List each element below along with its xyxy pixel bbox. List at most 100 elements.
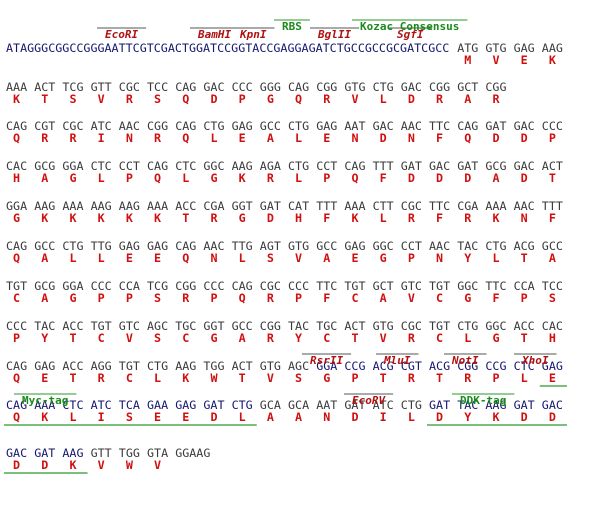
amino-acid: P [126, 171, 133, 185]
amino-acid: D [521, 131, 528, 145]
amino-acid: C [436, 291, 443, 305]
amino-acid: C [351, 291, 358, 305]
codon: ATC [91, 119, 112, 133]
codon: GAG [34, 359, 55, 373]
codon: TTT [316, 199, 337, 213]
amino-acid: K [41, 211, 48, 225]
codon: TTC [429, 199, 450, 213]
restriction-site: MluI [383, 354, 411, 367]
amino-acid: G [13, 211, 20, 225]
amino-acid: Q [13, 371, 20, 385]
restriction-site: SgfI [397, 28, 424, 41]
codon: CGC [62, 119, 83, 133]
amino-acid: N [436, 251, 443, 265]
amino-acid: A [41, 251, 48, 265]
amino-acid: R [267, 331, 275, 345]
amino-acid: R [464, 211, 472, 225]
codon: ACC [175, 199, 196, 213]
codon: TGT [6, 279, 27, 293]
amino-acid: T [351, 331, 358, 345]
amino-acid: T [521, 331, 528, 345]
codon: TTC [429, 119, 450, 133]
codon: TAC [457, 239, 478, 253]
codon: CTG [457, 319, 478, 333]
amino-acid: E [351, 251, 358, 265]
amino-acid: L [295, 131, 302, 145]
amino-acid: A [492, 171, 499, 185]
codon: GAC [542, 398, 563, 412]
codon: CGC [260, 279, 281, 293]
codon: CGC [401, 199, 422, 213]
amino-acid: D [41, 458, 48, 472]
codon: GAC [373, 119, 394, 133]
amino-acid: T [380, 371, 387, 385]
amino-acid: D [351, 410, 358, 424]
codon: CCA [514, 279, 535, 293]
codon: TTT [373, 159, 394, 173]
codon: GCC [542, 239, 563, 253]
amino-acid: T [69, 371, 76, 385]
amino-acid: K [182, 371, 189, 385]
amino-acid: L [239, 410, 246, 424]
amino-acid: G [267, 92, 274, 106]
amino-acid: K [69, 458, 76, 472]
codon: GCC [316, 239, 337, 253]
amino-acid: S [549, 291, 556, 305]
codon: TGG [119, 446, 140, 460]
amino-acid: Y [295, 331, 302, 345]
amino-acid: V [267, 371, 274, 385]
codon: GAT [203, 398, 224, 412]
codon: TGT [429, 319, 450, 333]
codon: GGC [457, 279, 478, 293]
codon: CCT [316, 159, 337, 173]
amino-acid: R [492, 92, 500, 106]
amino-acid: V [98, 458, 105, 472]
codon: GAG [542, 359, 563, 373]
codon: CCC [288, 279, 309, 293]
amino-acid: N [408, 131, 415, 145]
amino-acid: L [464, 331, 471, 345]
amino-acid: R [69, 131, 77, 145]
amino-acid: P [98, 291, 105, 305]
codon: GAC [514, 159, 535, 173]
codon: CAC [542, 319, 563, 333]
codon: GTG [485, 41, 506, 55]
amino-acid: A [267, 131, 274, 145]
codon: GCT [457, 80, 478, 94]
codon: GAG [514, 41, 535, 55]
amino-acid: K [13, 92, 20, 106]
amino-acid: A [380, 291, 387, 305]
codon: CAG [175, 80, 196, 94]
codon: CTG [62, 239, 83, 253]
amino-acid: P [13, 331, 20, 345]
codon: GTT [91, 80, 112, 94]
codon: GAG [316, 119, 337, 133]
amino-acid: K [492, 211, 499, 225]
amino-acid: E [126, 251, 133, 265]
codon: CTG [203, 119, 224, 133]
codon: CTG [288, 119, 309, 133]
codon: TAC [457, 398, 478, 412]
amino-acid: E [154, 251, 161, 265]
codon: CTG [147, 359, 168, 373]
codon: CCA [119, 279, 140, 293]
amino-acid: T [549, 171, 556, 185]
codon: CGT [401, 359, 422, 373]
feature-label: Kozac Consensus [360, 20, 459, 33]
amino-acid: G [69, 291, 76, 305]
codon: TCC [147, 80, 168, 94]
amino-acid: V [154, 458, 161, 472]
amino-acid: I [98, 131, 105, 145]
codon: CTC [62, 398, 83, 412]
codon: CGC [401, 319, 422, 333]
feature-label: DDK-tag [460, 394, 506, 407]
codon: GAG [147, 239, 168, 253]
amino-acid: M [464, 53, 471, 67]
codon: AGG [91, 359, 112, 373]
codon: CCC [6, 319, 27, 333]
amino-acid: W [210, 371, 218, 385]
codon: CAT [288, 199, 309, 213]
amino-acid: L [210, 131, 217, 145]
codon: GCA [260, 398, 281, 412]
codon: CTG [288, 159, 309, 173]
